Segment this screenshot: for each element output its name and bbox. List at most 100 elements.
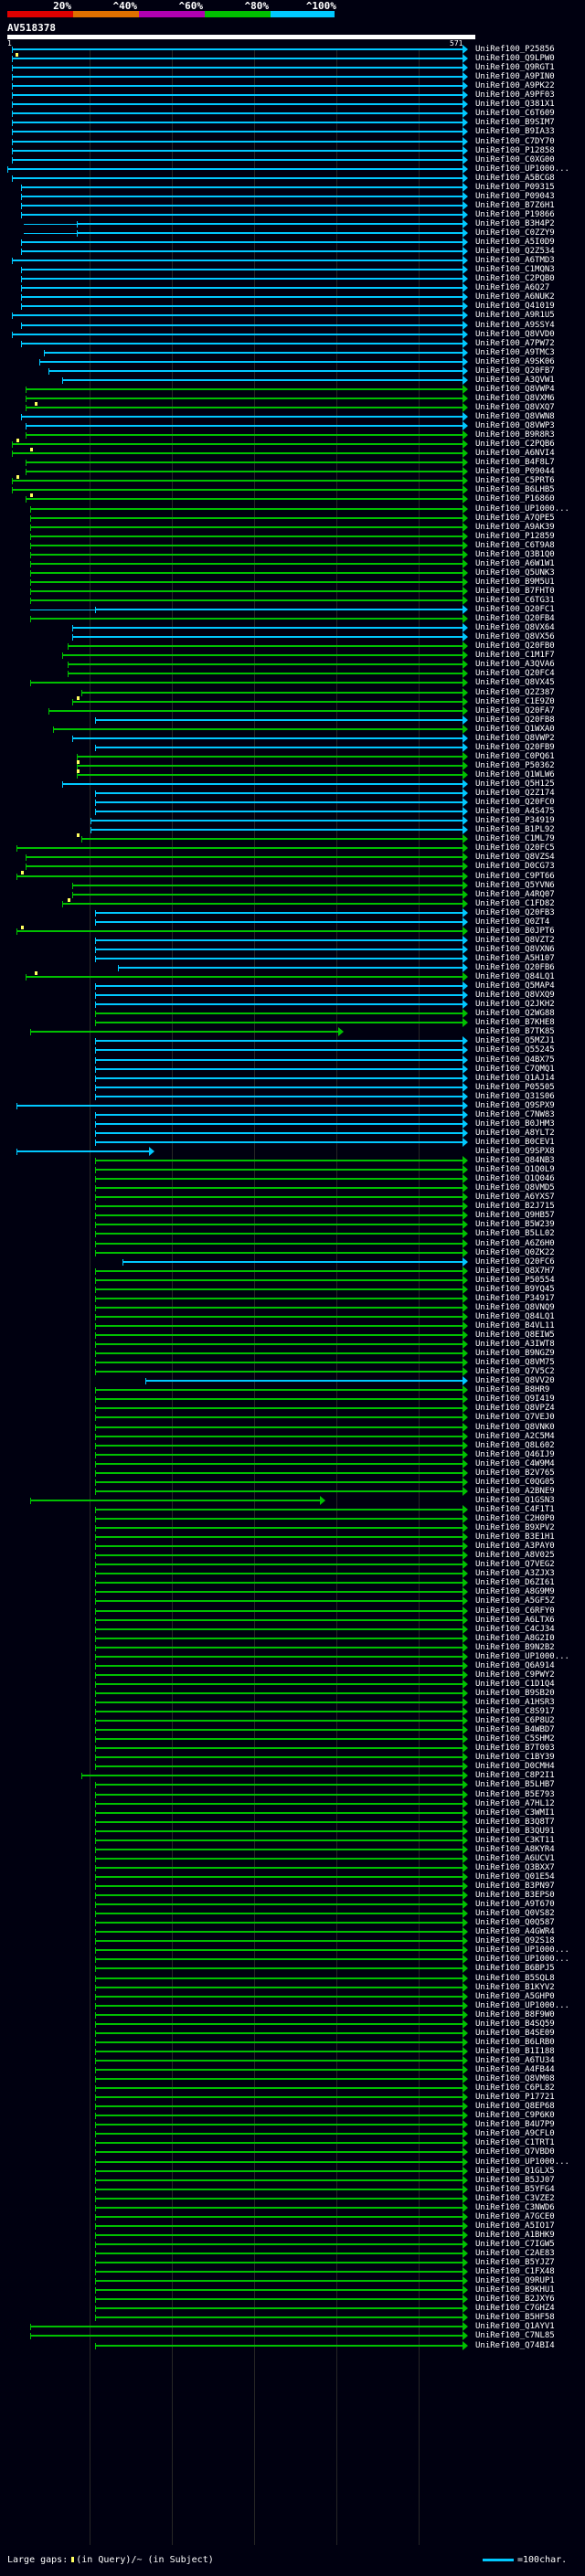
hit-row[interactable]: UniRef100_B4VL11 xyxy=(0,1320,585,1331)
hit-row[interactable]: UniRef100_C2H0P0 xyxy=(0,1513,585,1524)
hit-row[interactable]: UniRef100_B0CEV1 xyxy=(0,1137,585,1148)
hit-name[interactable]: UniRef100_C1ML79 xyxy=(475,834,555,844)
hit-row[interactable]: UniRef100_Q9HB57 xyxy=(0,1210,585,1221)
hit-row[interactable]: UniRef100_Q92S18 xyxy=(0,1935,585,1946)
hit-name[interactable]: UniRef100_C7NW83 xyxy=(475,1109,555,1119)
hit-name[interactable]: UniRef100_P09043 xyxy=(475,191,555,201)
hit-name[interactable]: UniRef100_P34917 xyxy=(475,1293,555,1303)
hit-name[interactable]: UniRef100_A6W1W1 xyxy=(475,558,555,568)
hit-name[interactable]: UniRef100_Q20FB0 xyxy=(475,641,555,652)
hit-name[interactable]: UniRef100_B4SE09 xyxy=(475,2028,555,2038)
hit-row[interactable]: UniRef100_Q20FB9 xyxy=(0,742,585,753)
hit-row[interactable]: UniRef100_C7IGW5 xyxy=(0,2239,585,2250)
hit-row[interactable]: UniRef100_A9AK39 xyxy=(0,522,585,533)
hit-row[interactable]: UniRef100_A6Z6H0 xyxy=(0,1238,585,1249)
hit-name[interactable]: UniRef100_A2BNE9 xyxy=(475,1486,555,1496)
hit-name[interactable]: UniRef100_A4S475 xyxy=(475,807,555,817)
hit-name[interactable]: UniRef100_C0XG00 xyxy=(475,154,555,164)
hit-row[interactable]: UniRef100_Q8VNQ9 xyxy=(0,1302,585,1313)
hit-name[interactable]: UniRef100_Q5UNK3 xyxy=(475,567,555,578)
hit-name[interactable]: UniRef100_B9R8R3 xyxy=(475,430,555,440)
hit-row[interactable]: UniRef100_Q8VX56 xyxy=(0,631,585,642)
hit-name[interactable]: UniRef100_Q8VMD5 xyxy=(475,1183,555,1193)
hit-name[interactable]: UniRef100_Q8VNK0 xyxy=(475,1422,555,1432)
hit-row[interactable]: UniRef100_Q01E54 xyxy=(0,1871,585,1882)
hit-row[interactable]: UniRef100_A3QVW1 xyxy=(0,375,585,386)
hit-name[interactable]: UniRef100_A3PAY0 xyxy=(475,1542,555,1552)
hit-row[interactable]: UniRef100_C3KT11 xyxy=(0,1835,585,1846)
hit-row[interactable]: UniRef100_Q74BI4 xyxy=(0,2340,585,2351)
hit-row[interactable]: UniRef100_A5IO17 xyxy=(0,2221,585,2231)
hit-name[interactable]: UniRef100_A3QVA6 xyxy=(475,660,555,670)
hit-row[interactable]: UniRef100_B2JXY6 xyxy=(0,2294,585,2305)
hit-row[interactable]: UniRef100_A5H107 xyxy=(0,953,585,964)
hit-row[interactable]: UniRef100_A8G9M9 xyxy=(0,1586,585,1597)
hit-row[interactable]: UniRef100_B7FHT0 xyxy=(0,586,585,597)
hit-row[interactable]: UniRef100_Q1WLW6 xyxy=(0,769,585,780)
hit-name[interactable]: UniRef100_B1I188 xyxy=(475,2046,555,2056)
hit-name[interactable]: UniRef100_C9PT66 xyxy=(475,871,555,881)
hit-row[interactable]: UniRef100_Q84LQ1 xyxy=(0,1311,585,1322)
hit-name[interactable]: UniRef100_A5BCG8 xyxy=(475,173,555,183)
hit-name[interactable]: UniRef100_Q7V5C2 xyxy=(475,1367,555,1377)
hit-name[interactable]: UniRef100_A9PK22 xyxy=(475,81,555,91)
hit-row[interactable]: UniRef100_C9P6K0 xyxy=(0,2110,585,2121)
hit-name[interactable]: UniRef100_B5SQL8 xyxy=(475,1973,555,1983)
hit-name[interactable]: UniRef100_C6T609 xyxy=(475,109,555,119)
hit-row[interactable]: UniRef100_B1PL92 xyxy=(0,824,585,835)
hit-row[interactable]: UniRef100_Q7VEJ0 xyxy=(0,1412,585,1423)
hit-row[interactable]: UniRef100_Q1Q0L9 xyxy=(0,1164,585,1175)
hit-name[interactable]: UniRef100_Q8L602 xyxy=(475,1440,555,1450)
hit-row[interactable]: UniRef100_B4U7P9 xyxy=(0,2119,585,2130)
hit-row[interactable]: UniRef100_Q8L602 xyxy=(0,1440,585,1451)
hit-row[interactable]: UniRef100_Q5MAP4 xyxy=(0,981,585,991)
hit-name[interactable]: UniRef100_Q0ZT4 xyxy=(475,917,550,927)
hit-row[interactable]: UniRef100_Q8VPZ4 xyxy=(0,1403,585,1414)
hit-name[interactable]: UniRef100_UP1000... xyxy=(475,2000,569,2010)
hit-name[interactable]: UniRef100_Q9I419 xyxy=(475,1394,555,1405)
hit-row[interactable]: UniRef100_Q4BX75 xyxy=(0,1055,585,1065)
hit-row[interactable]: UniRef100_A6Q27 xyxy=(0,282,585,293)
hit-name[interactable]: UniRef100_C1E9Z0 xyxy=(475,696,555,706)
hit-row[interactable]: UniRef100_P34917 xyxy=(0,1293,585,1304)
hit-row[interactable]: UniRef100_Q7VEG2 xyxy=(0,1559,585,1570)
hit-name[interactable]: UniRef100_Q31S06 xyxy=(475,1091,555,1101)
hit-row[interactable]: UniRef100_C5PRT6 xyxy=(0,475,585,486)
hit-name[interactable]: UniRef100_C1MQN3 xyxy=(475,265,555,275)
hit-name[interactable]: UniRef100_Q5MAP4 xyxy=(475,981,555,991)
hit-row[interactable]: UniRef100_Q8VWP3 xyxy=(0,420,585,431)
hit-row[interactable]: UniRef100_Q46IJ9 xyxy=(0,1449,585,1460)
hit-name[interactable]: UniRef100_Q20FC0 xyxy=(475,798,555,808)
hit-row[interactable]: UniRef100_B6BPJ5 xyxy=(0,1963,585,1974)
hit-name[interactable]: UniRef100_Q9SPX8 xyxy=(475,1147,555,1156)
hit-name[interactable]: UniRef100_Q8VNQ9 xyxy=(475,1302,555,1312)
hit-row[interactable]: UniRef100_B5YJZ7 xyxy=(0,2257,585,2268)
hit-name[interactable]: UniRef100_B7T003 xyxy=(475,1744,555,1754)
hit-name[interactable]: UniRef100_Q8VV20 xyxy=(475,1376,555,1386)
hit-name[interactable]: UniRef100_Q8VWP4 xyxy=(475,384,555,394)
hit-row[interactable]: UniRef100_B4SQ59 xyxy=(0,2019,585,2030)
hit-name[interactable]: UniRef100_A7GCE0 xyxy=(475,2211,555,2221)
hit-row[interactable]: UniRef100_B6LRB0 xyxy=(0,2037,585,2048)
hit-row[interactable]: UniRef100_Q2Z174 xyxy=(0,788,585,799)
hit-name[interactable]: UniRef100_A8KYR4 xyxy=(475,1844,555,1854)
hit-row[interactable]: UniRef100_C1TRT1 xyxy=(0,2137,585,2148)
hit-name[interactable]: UniRef100_Q2WG88 xyxy=(475,1009,555,1019)
hit-row[interactable]: UniRef100_UP1000... xyxy=(0,164,585,175)
hit-row[interactable]: UniRef100_C3NWD6 xyxy=(0,2202,585,2213)
hit-row[interactable]: UniRef100_Q0ZK22 xyxy=(0,1247,585,1258)
hit-name[interactable]: UniRef100_B4U7P9 xyxy=(475,2120,555,2130)
hit-name[interactable]: UniRef100_Q1Q046 xyxy=(475,1174,555,1184)
hit-row[interactable]: UniRef100_C4W9M4 xyxy=(0,1458,585,1469)
hit-name[interactable]: UniRef100_Q8VWN8 xyxy=(475,412,555,421)
hit-name[interactable]: UniRef100_P50362 xyxy=(475,760,555,770)
hit-row[interactable]: UniRef100_P50554 xyxy=(0,1275,585,1286)
hit-row[interactable]: UniRef100_A8V025 xyxy=(0,1550,585,1561)
hit-row[interactable]: UniRef100_Q20FB6 xyxy=(0,962,585,973)
hit-row[interactable]: UniRef100_C5SHM2 xyxy=(0,1733,585,1744)
hit-name[interactable]: UniRef100_Q8VXM6 xyxy=(475,393,555,403)
hit-row[interactable]: UniRef100_Q9SPX9 xyxy=(0,1100,585,1111)
hit-name[interactable]: UniRef100_C9PWY2 xyxy=(475,1670,555,1680)
hit-row[interactable]: UniRef100_Q1AYV1 xyxy=(0,2321,585,2332)
hit-row[interactable]: UniRef100_B5SQL8 xyxy=(0,1973,585,1984)
